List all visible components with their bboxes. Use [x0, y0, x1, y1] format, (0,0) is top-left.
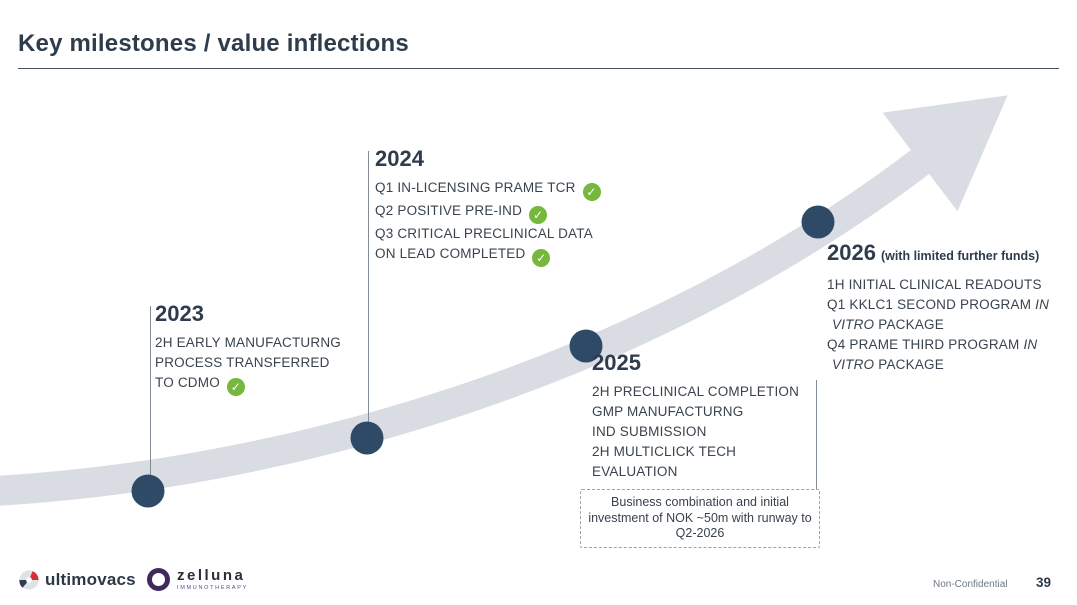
- check-icon: ✓: [226, 378, 245, 396]
- milestone-year: 2023: [155, 301, 204, 326]
- milestone-year-note: (with limited further funds): [880, 249, 1040, 263]
- ultimovacs-logo: ultimovacs: [18, 569, 136, 591]
- milestone-line: IND SUBMISSION: [592, 424, 707, 439]
- milestone-2023: 2023 2H EARLY MANUFACTURNG PROCESS TRANS…: [155, 301, 341, 396]
- check-icon: ✓: [529, 206, 548, 224]
- milestone-line: Q4 PRAME THIRD PROGRAM IN: [827, 337, 1038, 352]
- ultimovacs-logo-icon: [19, 570, 39, 590]
- milestone-line: Q3 CRITICAL PRECLINICAL DATA: [375, 226, 593, 241]
- milestone-marker-2025: [569, 329, 603, 363]
- connector-line-2024: [368, 151, 369, 422]
- milestone-2024: 2024 Q1 IN-LICENSING PRAME TCR ✓ Q2 POSIT…: [375, 146, 601, 267]
- milestone-line: Q2 POSITIVE PRE-IND ✓: [375, 201, 601, 224]
- milestone-line: 2H EARLY MANUFACTURNG: [155, 335, 341, 350]
- milestone-line: VITRO PACKAGE: [832, 357, 944, 372]
- milestone-marker-2023: [131, 474, 165, 508]
- milestone-line: 2H PRECLINICAL COMPLETION: [592, 384, 800, 399]
- zelluna-logo-text: zelluna: [177, 567, 246, 584]
- page-number: 39: [1036, 575, 1052, 590]
- milestone-line: Q1 IN-LICENSING PRAME TCR ✓: [375, 178, 601, 201]
- milestone-marker-2026: [801, 205, 835, 239]
- milestone-year: 2026 (with limited further funds): [827, 240, 1040, 265]
- confidentiality-label: Non-Confidential: [933, 579, 1008, 590]
- milestone-2026: 2026 (with limited further funds) 1H INIT…: [827, 240, 1049, 375]
- callout-box: Business combination and initial investm…: [580, 489, 820, 548]
- milestone-line: Q1 KKLC1 SECOND PROGRAM IN: [827, 297, 1050, 312]
- page-title: Key milestones / value inflections: [18, 30, 409, 57]
- milestone-line: TO CDMO ✓: [155, 373, 341, 396]
- connector-line-2023: [150, 306, 151, 475]
- milestone-line: 1H INITIAL CLINICAL READOUTS: [827, 277, 1042, 292]
- title-divider: [18, 68, 1059, 69]
- milestone-year: 2024: [375, 146, 424, 171]
- check-icon: ✓: [532, 249, 551, 267]
- milestone-2025: 2025 2H PRECLINICAL COMPLETION GMP MANUF…: [592, 350, 799, 482]
- zelluna-logo-subtext: IMMUNOTHERAPY: [177, 585, 248, 591]
- milestone-line: 2H MULTICLICK TECH: [592, 444, 737, 459]
- ultimovacs-logo-text: ultimovacs: [45, 570, 136, 589]
- milestone-line: EVALUATION: [592, 464, 678, 479]
- connector-line-2025: [816, 380, 817, 489]
- milestone-year: 2025: [592, 350, 641, 375]
- milestone-line: ON LEAD COMPLETED ✓: [375, 244, 601, 267]
- milestone-line: VITRO PACKAGE: [832, 317, 944, 332]
- zelluna-logo: zelluna IMMUNOTHERAPY: [147, 568, 248, 591]
- milestone-line: GMP MANUFACTURNG: [592, 404, 744, 419]
- zelluna-logo-icon: [147, 568, 170, 591]
- milestone-line: PROCESS TRANSFERRED: [155, 355, 330, 370]
- check-icon: ✓: [582, 183, 601, 201]
- milestone-marker-2024: [350, 421, 384, 455]
